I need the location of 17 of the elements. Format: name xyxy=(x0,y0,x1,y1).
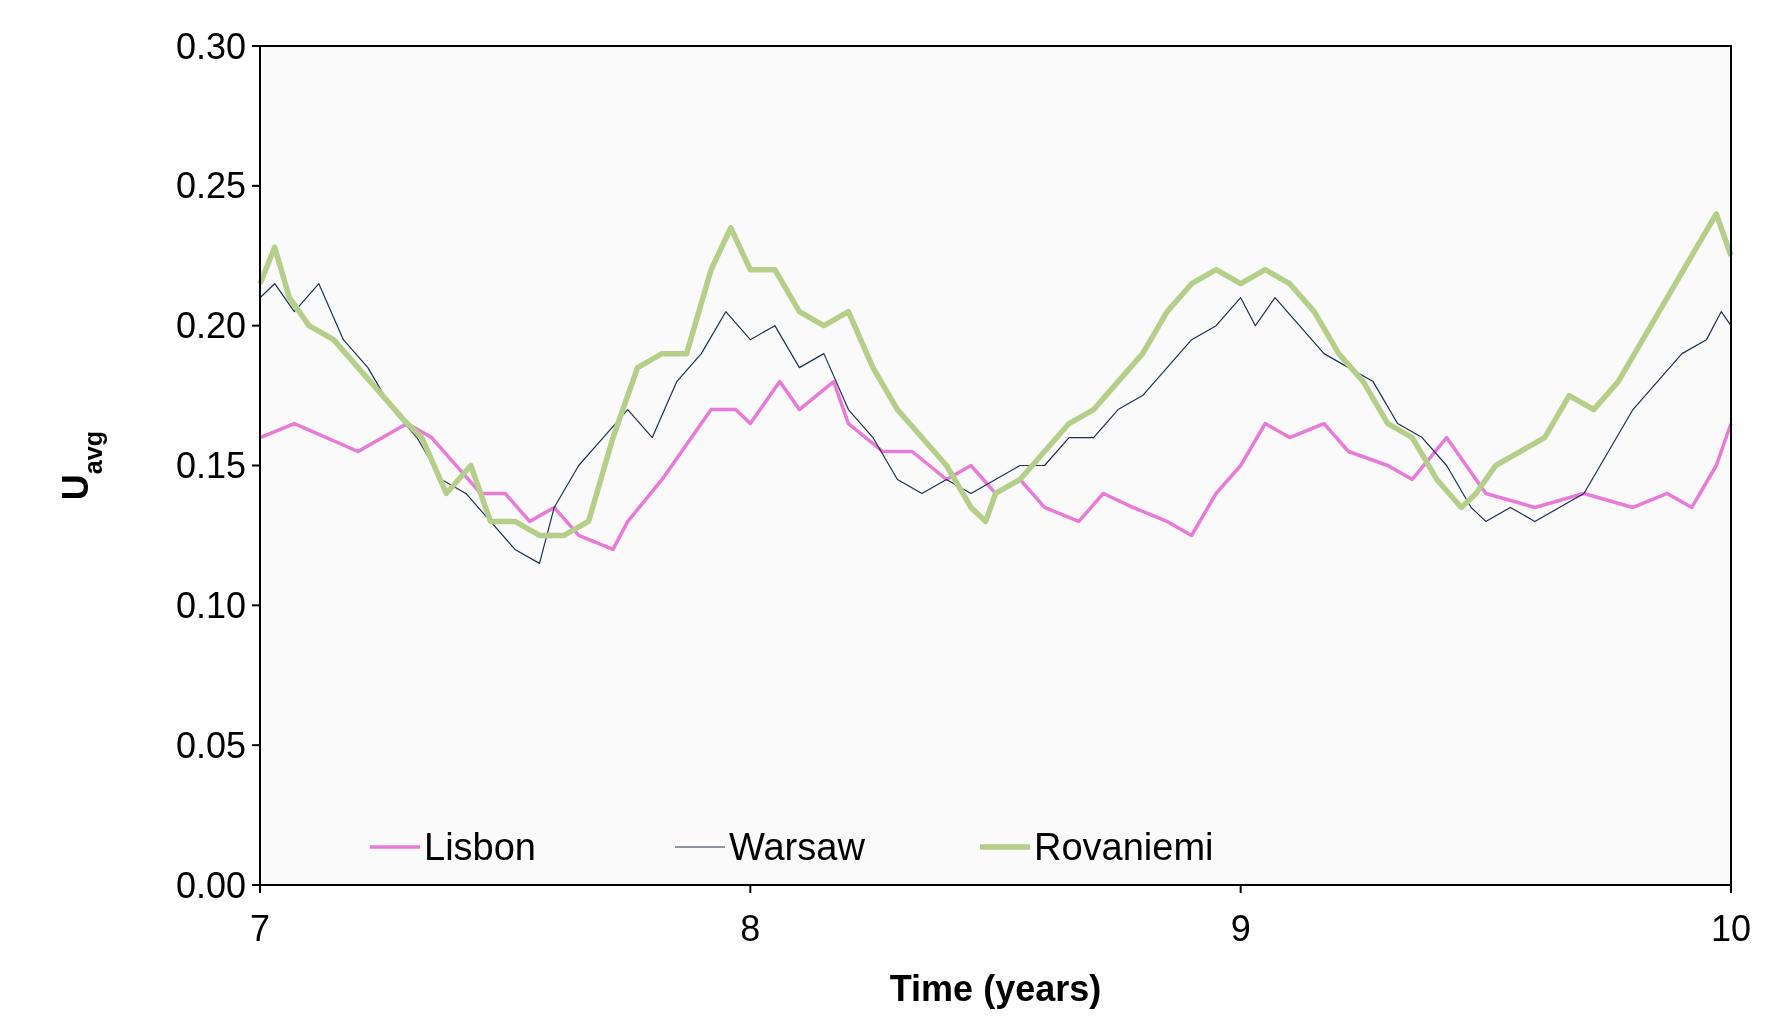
y-tick-label: 0.20 xyxy=(175,305,246,347)
y-tick-label: 0.30 xyxy=(175,25,246,67)
line-series xyxy=(259,283,1732,564)
legend-label: Rovaniemi xyxy=(1034,826,1214,869)
x-tick-label: 7 xyxy=(249,908,271,949)
y-tick-label: 0.25 xyxy=(175,165,246,207)
x-tick-label: 9 xyxy=(1230,908,1251,949)
y-tick-label: 0.10 xyxy=(175,584,246,626)
legend-label: Lisbon xyxy=(424,826,536,869)
x-tick-label: 10 xyxy=(1710,908,1752,949)
y-tick-label: 0.15 xyxy=(175,445,246,487)
y-tick-label: 0.00 xyxy=(175,864,246,906)
legend-label: Warsaw xyxy=(729,826,866,869)
y-tick-label: 0.05 xyxy=(175,724,246,766)
line-series xyxy=(258,379,1733,552)
x-tick-label: 8 xyxy=(740,908,761,949)
x-axis-title: Time (years) xyxy=(889,968,1102,1009)
